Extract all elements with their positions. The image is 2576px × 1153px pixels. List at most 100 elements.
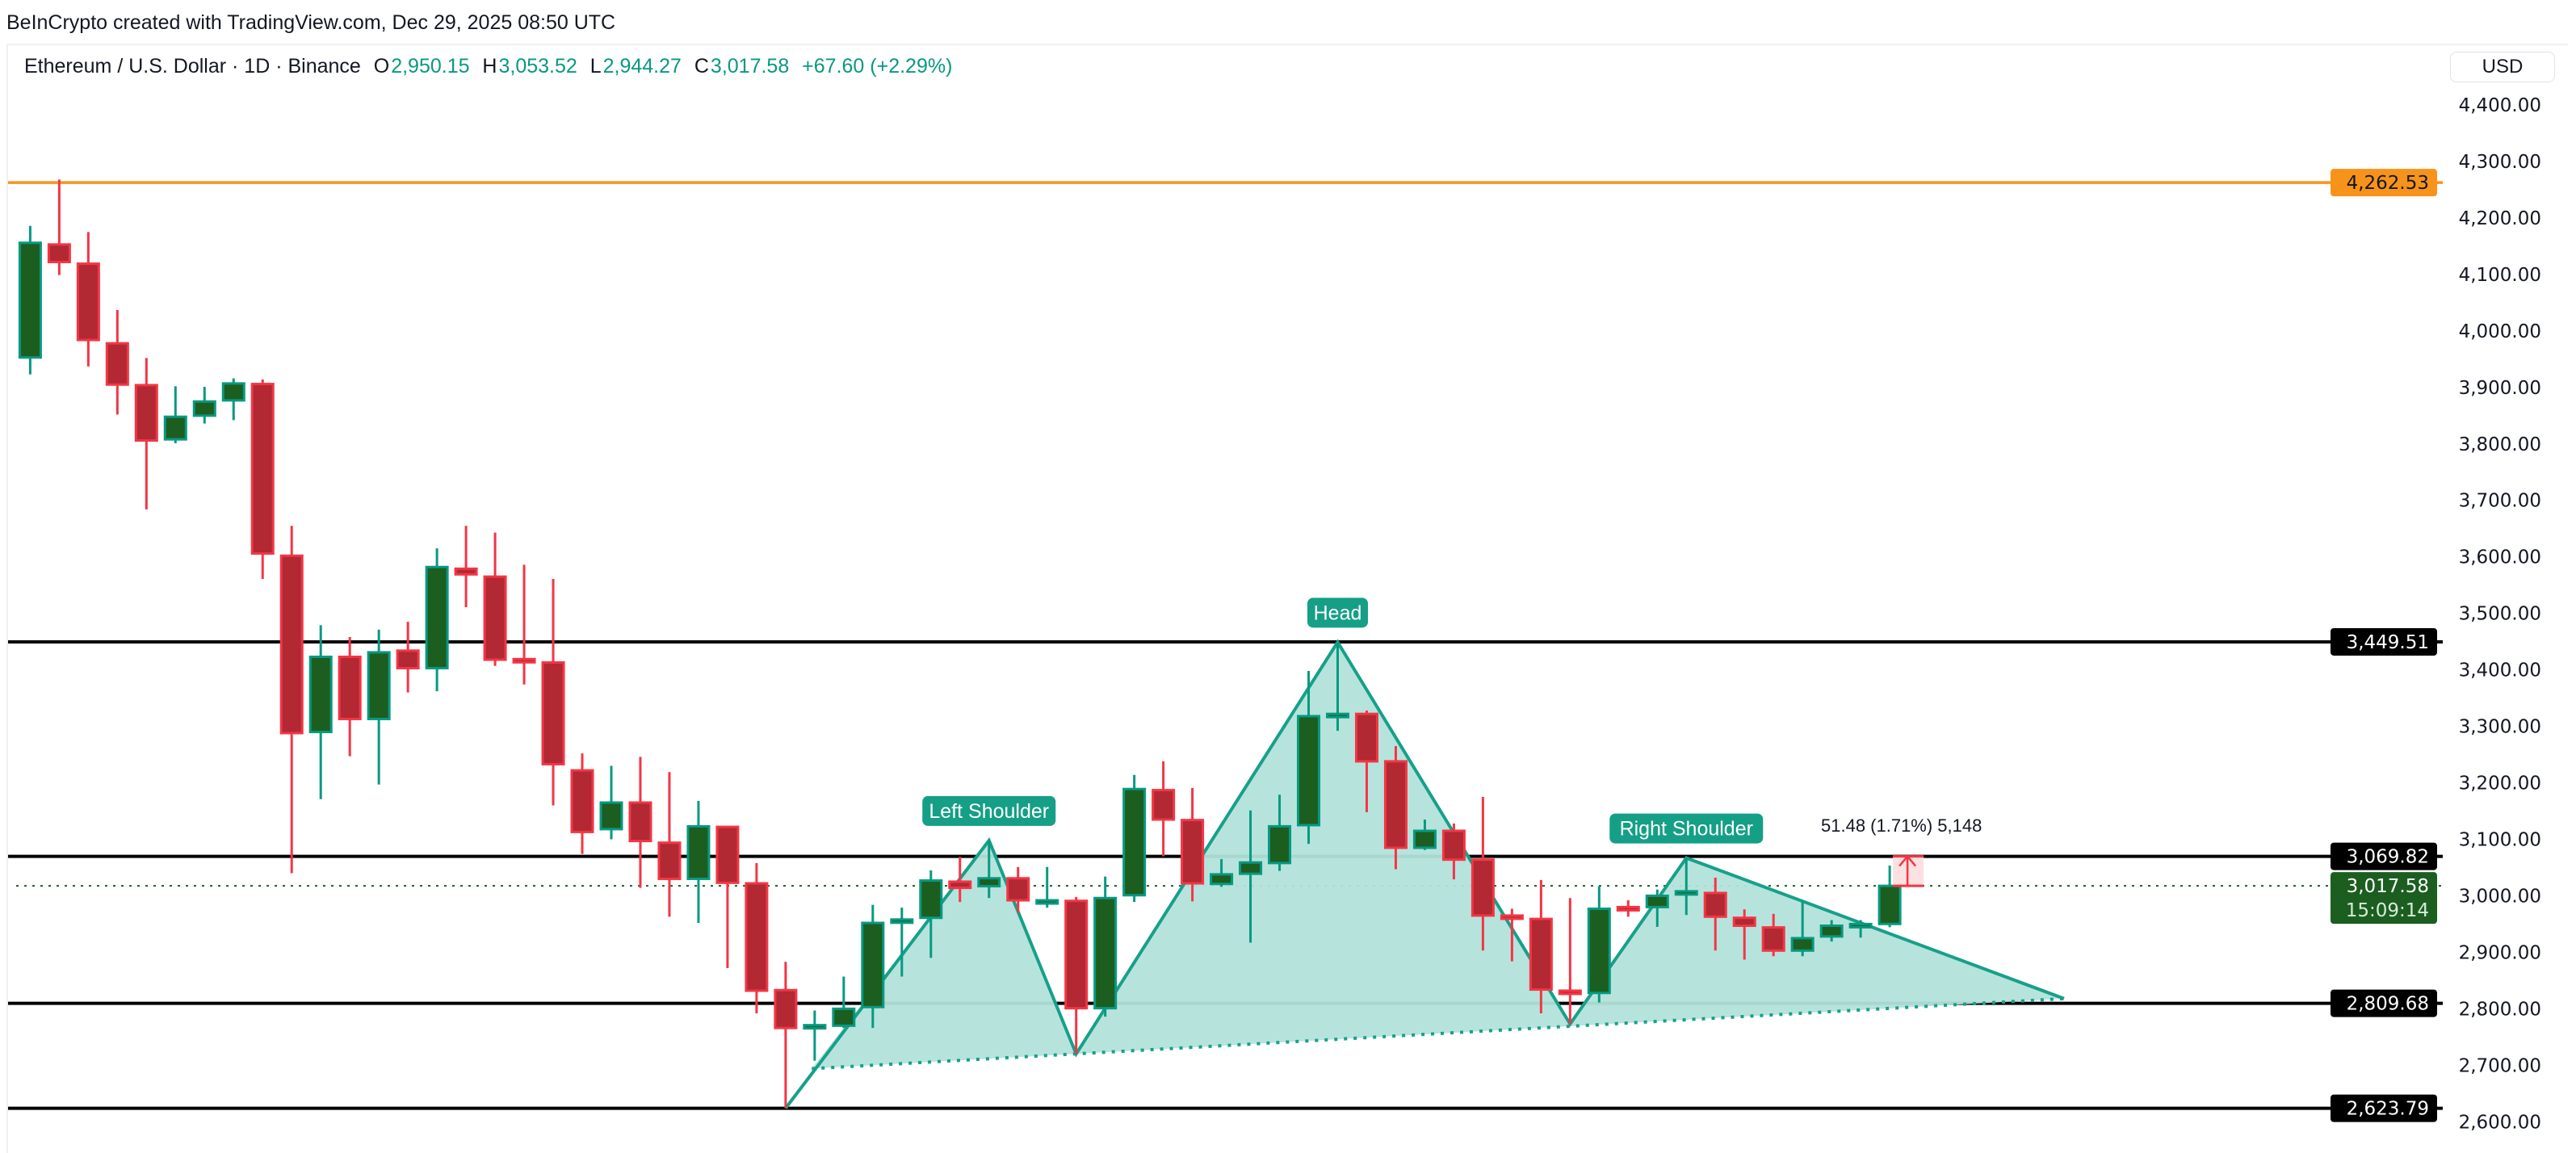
candle xyxy=(745,862,769,1013)
level-price-tag-label: 4,262.53 xyxy=(2347,173,2429,194)
candle xyxy=(1268,795,1292,871)
change-value: +67.60 (+2.29%) xyxy=(802,55,953,78)
candle-body xyxy=(134,384,158,442)
candle xyxy=(1383,746,1408,870)
symbol-title[interactable]: Ethereum / U.S. Dollar · 1D · Binance xyxy=(24,55,361,78)
candle-body xyxy=(396,649,420,670)
price-axis[interactable]: 4,400.00 4,300.00 4,200.00 4,100.00 4,000.00… xyxy=(2459,95,2541,1133)
candle xyxy=(890,908,914,977)
candlesticks xyxy=(18,179,1902,1109)
candle xyxy=(1877,865,1902,928)
candle-body xyxy=(1790,937,1815,952)
candle xyxy=(1093,876,1118,1017)
candle xyxy=(396,622,420,693)
candle-body xyxy=(512,657,536,664)
level-price-tag xyxy=(2331,989,2437,1017)
candle xyxy=(803,1010,827,1061)
arrow-up-icon xyxy=(1898,854,1917,887)
y-tick-label: 3,900.00 xyxy=(2459,378,2541,399)
candle xyxy=(570,753,594,854)
candle xyxy=(367,629,391,785)
candle xyxy=(1122,774,1147,903)
candle-body xyxy=(483,575,507,661)
candle xyxy=(1558,898,1582,1025)
pattern-fill xyxy=(812,642,2065,1069)
candle-body xyxy=(1558,989,1582,996)
candle-body xyxy=(1152,789,1176,821)
candle-body xyxy=(1093,896,1118,1010)
candle xyxy=(1412,819,1437,850)
y-tick-label: 3,200.00 xyxy=(2459,774,2541,795)
pattern-label: Right Shoulder xyxy=(1620,818,1753,841)
candle xyxy=(1674,857,1698,916)
candle xyxy=(76,232,100,367)
candle xyxy=(686,800,711,924)
y-tick-label: 2,900.00 xyxy=(2459,942,2541,963)
candle-body xyxy=(250,383,275,555)
candle-body xyxy=(1645,894,1669,908)
candle xyxy=(338,637,362,757)
y-tick-label: 3,000.00 xyxy=(2459,886,2541,907)
candle-body xyxy=(1441,829,1466,862)
open-value: 2,950.15 xyxy=(391,55,470,78)
candle-body xyxy=(948,880,972,890)
candle-body xyxy=(745,882,769,992)
candle-body xyxy=(977,877,1001,888)
pattern-label-box xyxy=(1307,597,1368,628)
level-price-tag xyxy=(2331,169,2437,197)
price-tags: 4,262.53 3,449.51 3,069.82 2,809.68 2,623.79… xyxy=(2331,169,2437,1122)
y-tick-label: 2,700.00 xyxy=(2459,1055,2541,1076)
candle-body xyxy=(221,382,245,402)
candle-body xyxy=(163,415,187,441)
candle-body xyxy=(1674,890,1698,896)
candle xyxy=(279,526,304,874)
candle-body xyxy=(774,988,798,1029)
candle-body xyxy=(18,241,42,359)
candle-body xyxy=(657,841,682,880)
candle-body xyxy=(1471,858,1495,917)
candle-body xyxy=(890,918,914,924)
level-price-tag-label: 2,809.68 xyxy=(2347,994,2429,1015)
candle xyxy=(47,179,71,275)
candle xyxy=(1297,670,1321,845)
candle-body xyxy=(1616,905,1640,912)
candle xyxy=(1181,787,1205,902)
candle-body xyxy=(1035,899,1059,905)
y-tick-label: 3,500.00 xyxy=(2459,604,2541,625)
measure-label: 51.48 (1.71%) 5,148 xyxy=(1821,815,1982,836)
candle xyxy=(977,841,1001,899)
candle-body xyxy=(1239,861,1263,875)
candle xyxy=(1326,642,1349,732)
candle-body xyxy=(1006,877,1030,902)
candle xyxy=(134,358,158,509)
candle xyxy=(1761,913,1785,957)
low-label: L xyxy=(589,55,602,78)
chart-frame xyxy=(6,44,2568,1153)
candle-body xyxy=(192,400,216,417)
candle xyxy=(425,548,449,692)
candle-body xyxy=(367,651,391,720)
low-value: 2,944.27 xyxy=(602,55,682,78)
candle xyxy=(454,526,478,607)
candle-body xyxy=(1122,787,1147,897)
candle xyxy=(1239,810,1263,943)
candle xyxy=(1616,900,1640,917)
currency-button[interactable]: USD xyxy=(2450,52,2555,82)
candle-body xyxy=(425,565,449,670)
candle-body xyxy=(1412,829,1437,849)
candle-body xyxy=(1326,712,1349,719)
candle-body xyxy=(832,1007,856,1027)
candle xyxy=(1152,761,1176,857)
candle xyxy=(599,765,623,840)
pattern-label-box xyxy=(1609,813,1764,844)
candle xyxy=(483,532,507,666)
candle-body xyxy=(1587,908,1611,995)
candle-body xyxy=(803,1024,827,1030)
candle-body xyxy=(1210,873,1234,886)
candle-body xyxy=(1877,884,1902,925)
candle-body xyxy=(308,656,333,734)
candle-body xyxy=(1064,899,1089,1010)
price-measure-tool: 51.48 (1.71%) 5,148 xyxy=(1821,815,1982,887)
candle xyxy=(541,578,565,806)
